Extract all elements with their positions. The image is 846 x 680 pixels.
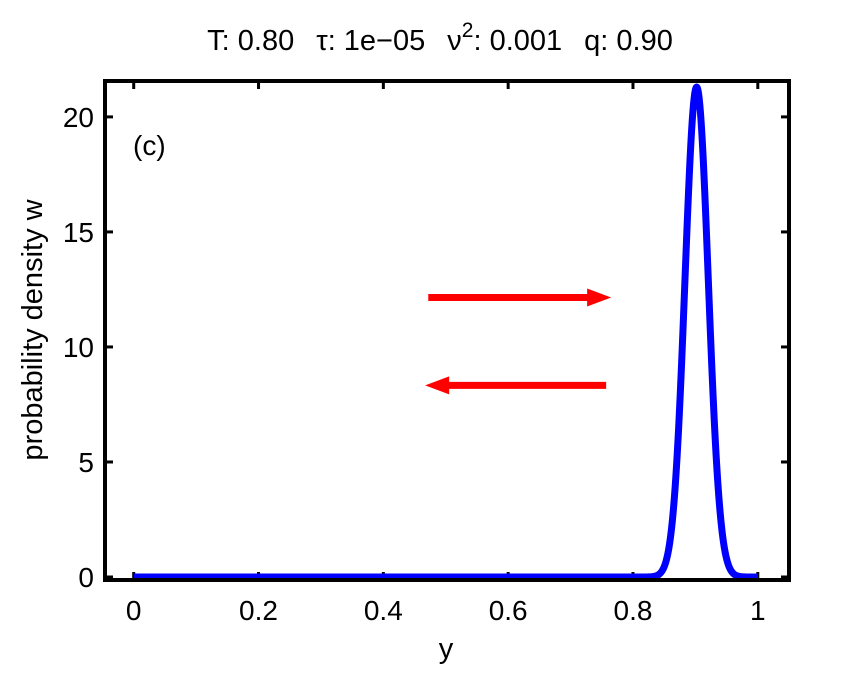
title-tau: τ: 1e−05 — [316, 25, 425, 57]
x-tick-label: 0.2 — [239, 595, 278, 626]
density-curve — [130, 83, 761, 581]
x-tick-label: 1 — [750, 595, 766, 626]
x-tick-label: 0.4 — [364, 595, 403, 626]
x-tick-label: 0 — [126, 595, 142, 626]
title-q: q: 0.90 — [584, 25, 673, 57]
y-tick-label: 10 — [63, 332, 94, 363]
y-axis-label: probability density w — [17, 198, 49, 460]
panel-label: (c) — [133, 130, 166, 161]
title-nu: ν — [447, 25, 462, 57]
x-axis-label: y — [439, 633, 454, 665]
y-tick-label: 5 — [78, 447, 94, 478]
arrow-head — [425, 376, 450, 395]
arrow-head — [587, 288, 612, 307]
y-tick-label: 20 — [63, 102, 94, 133]
y-tick-label: 0 — [78, 562, 94, 593]
y-tick-label: 15 — [63, 217, 94, 248]
title-T: T: 0.80 — [207, 25, 294, 57]
chart-title: T: 0.80 τ: 1e−05 ν2: 0.001 q: 0.90 — [207, 19, 673, 57]
plot-frame — [103, 79, 791, 582]
title-nu-sup: 2 — [462, 19, 474, 42]
arrow-right — [428, 288, 612, 307]
title-nu-val: : 0.001 — [473, 25, 562, 57]
x-tick-label: 0.6 — [489, 595, 528, 626]
arrow-left — [425, 376, 607, 395]
x-tick-label: 0.8 — [614, 595, 653, 626]
